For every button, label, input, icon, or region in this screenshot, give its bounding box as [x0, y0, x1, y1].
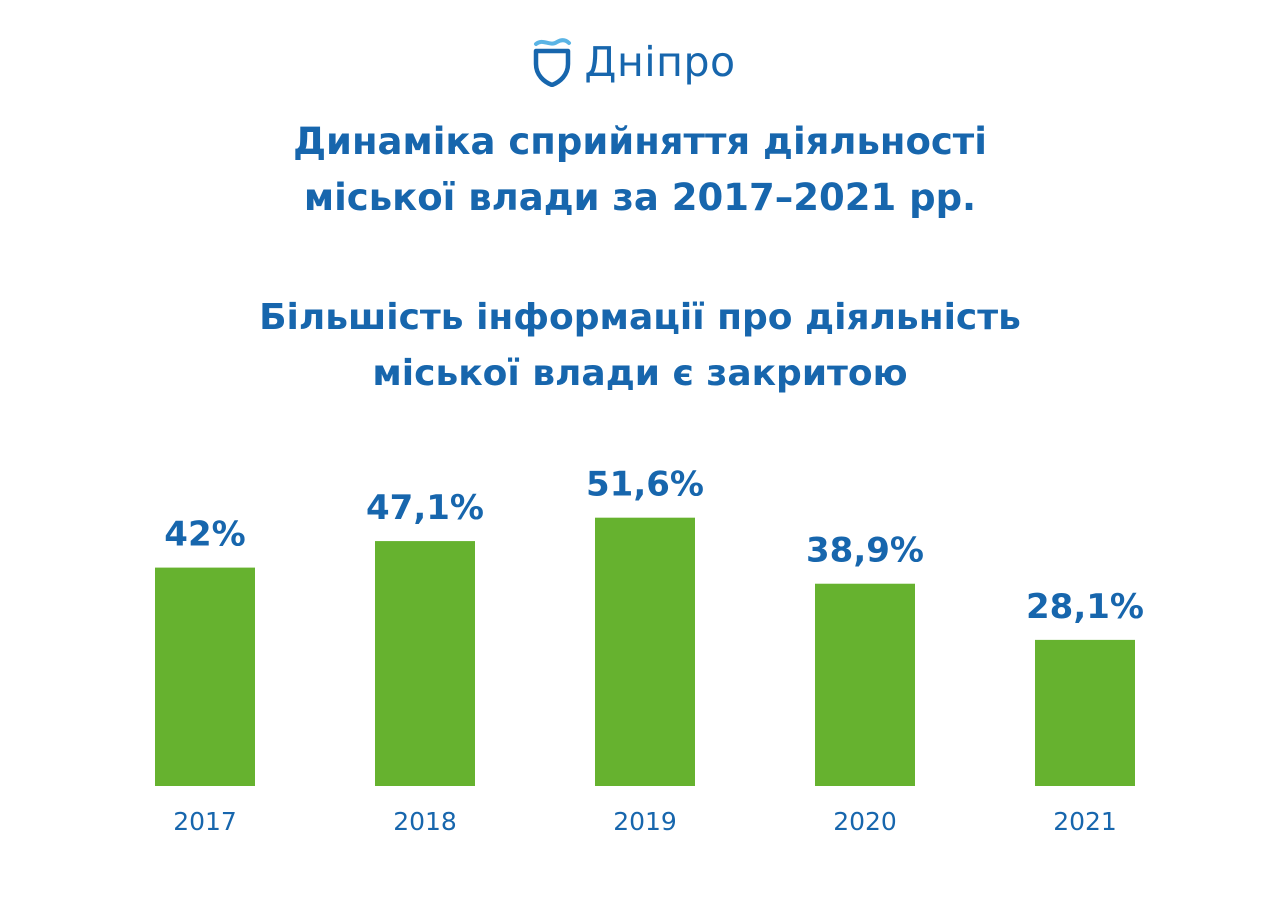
value-label-2020: 38,9% [806, 531, 924, 571]
bar-chart: 42% 2017 47,1% 2018 51,6% 2019 38,9% 2020 28,1% 2… [155, 465, 1144, 836]
title-line-1: Динаміка сприйняття діяльності [293, 120, 987, 163]
category-label-2020: 2020 [833, 807, 897, 836]
category-label-2021: 2021 [1053, 807, 1117, 836]
category-label-2017: 2017 [173, 807, 237, 836]
logo-inner: Дніпро [532, 37, 735, 87]
subtitle-line-1: Більшість інформації про діяльність [259, 297, 1021, 338]
bar-2019 [595, 517, 695, 786]
page-title: Динаміка сприйняття діяльності міської в… [0, 114, 1280, 226]
bar-2020 [815, 583, 915, 786]
logo-shield [534, 48, 571, 87]
value-label-2017: 42% [164, 515, 245, 555]
bar-2021 [1035, 639, 1135, 786]
title-line-2: міської влади за 2017–2021 рр. [303, 176, 977, 219]
category-label-2019: 2019 [613, 807, 677, 836]
subtitle-line-2: міської влади є закритою [372, 353, 908, 394]
bar-2017 [155, 567, 255, 786]
chart-subtitle: Більшість інформації про діяльність місь… [0, 290, 1280, 402]
shield-wave-icon [534, 38, 572, 87]
value-label-2018: 47,1% [366, 488, 484, 528]
logo-wave [534, 38, 572, 46]
bar-2018 [375, 541, 475, 786]
value-label-2021: 28,1% [1026, 587, 1144, 627]
logo: Дніпро [0, 34, 1280, 90]
logo-text: Дніпро [584, 37, 736, 86]
category-label-2018: 2018 [393, 807, 457, 836]
value-label-2019: 51,6% [586, 465, 704, 505]
